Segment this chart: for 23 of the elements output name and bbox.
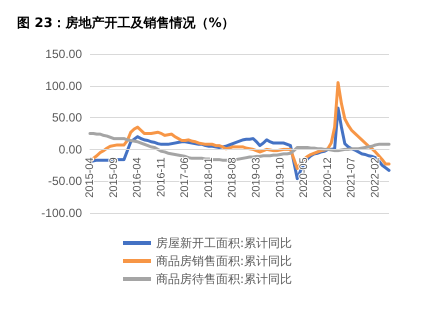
y-tick-label: 150.00 [45, 47, 82, 61]
legend-label: 商品房销售面积:累计同比 [156, 254, 292, 268]
y-tick-label: -50.00 [48, 174, 82, 188]
x-tick-label: 2022-02 [369, 157, 382, 198]
x-tick-label: 2021-07 [346, 157, 358, 198]
x-tick-label: 2016-11 [155, 157, 168, 197]
x-tick-label: 2020-12 [322, 157, 334, 198]
y-tick-label: -100.00 [41, 206, 82, 220]
y-tick-label: 100.00 [45, 78, 82, 93]
x-tick-label: 2015-09 [108, 157, 120, 198]
x-tick-label: 2019-10 [274, 157, 286, 198]
x-tick-label: 2015-04 [84, 157, 96, 198]
x-tick-label: 2020-05 [298, 157, 310, 198]
legend-label: 商品房待售面积:累计同比 [156, 272, 292, 286]
chart-title: 图 23：房地产开工及销售情况（%） [17, 15, 235, 31]
x-tick-label: 2017-06 [179, 157, 192, 198]
y-tick-label: 0.00 [58, 142, 82, 156]
x-tick-label: 2018-08 [226, 157, 239, 198]
x-tick-label: 2016-04 [132, 157, 144, 198]
y-tick-label: 50.00 [52, 110, 82, 125]
x-tick-label: 2019-03 [250, 157, 262, 198]
legend-label: 房屋新开工面积:累计同比 [156, 236, 292, 250]
x-tick-label: 2018-01 [202, 157, 215, 198]
